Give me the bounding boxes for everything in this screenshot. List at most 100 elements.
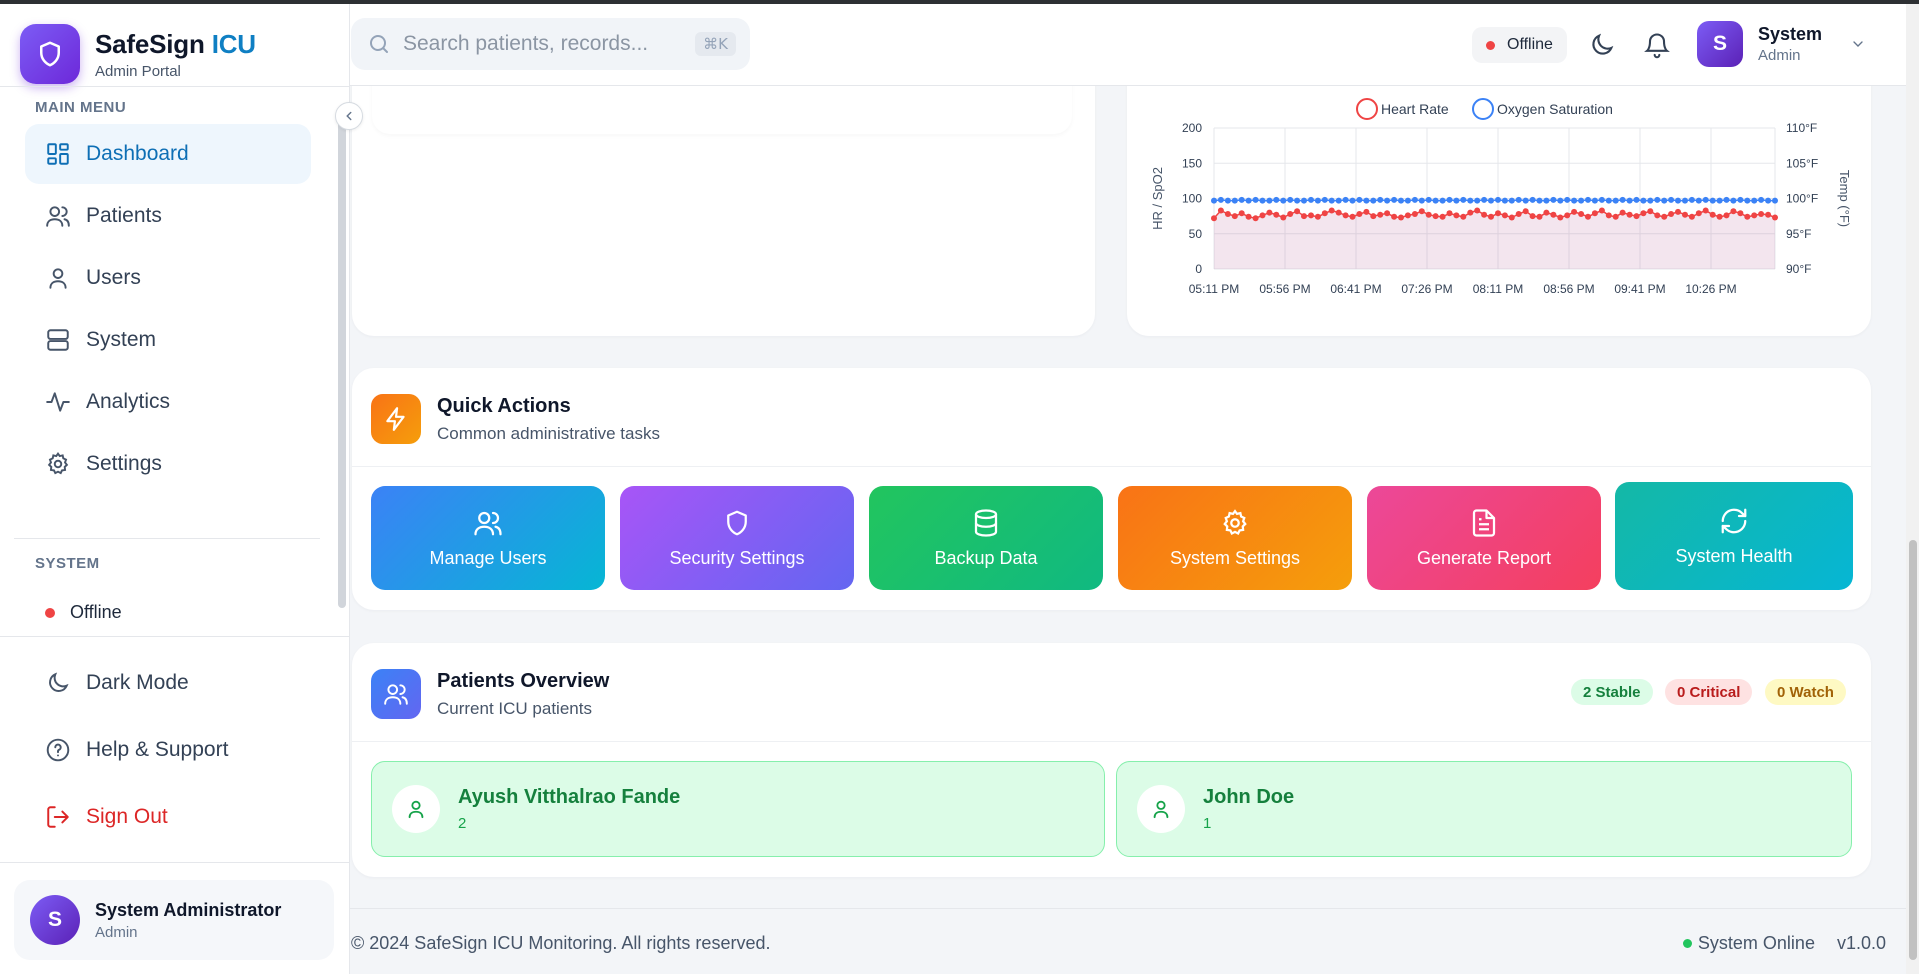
- data-point: [1467, 209, 1474, 216]
- sidebar-item-patients[interactable]: Patients: [25, 186, 311, 246]
- patient-card[interactable]: Ayush Vitthalrao Fande 2: [371, 761, 1105, 857]
- security-settings-button[interactable]: Security Settings: [620, 486, 854, 590]
- data-point: [1612, 213, 1619, 220]
- backup-data-button[interactable]: Backup Data: [869, 486, 1103, 590]
- data-point: [1398, 214, 1404, 221]
- bell-icon[interactable]: [1643, 31, 1671, 59]
- data-point: [1695, 197, 1702, 204]
- y2-tick-label: 95°F: [1786, 227, 1811, 241]
- data-point: [1384, 197, 1391, 204]
- page-scrollbar[interactable]: [1906, 4, 1919, 974]
- data-point: [1280, 214, 1287, 221]
- data-point: [1515, 211, 1522, 217]
- window-top-border: [0, 0, 1919, 4]
- gear-icon: [47, 452, 69, 475]
- panel-divider: [352, 741, 1871, 742]
- y-axis-title: HR / SpO2: [1150, 167, 1165, 230]
- data-point: [1224, 197, 1231, 204]
- data-point: [1765, 197, 1772, 204]
- data-point: [1474, 197, 1481, 204]
- y2-tick-label: 105°F: [1786, 156, 1818, 170]
- sidebar-item-analytics[interactable]: Analytics: [25, 372, 311, 432]
- sidebar-user-card[interactable]: S System Administrator Admin: [14, 880, 334, 960]
- data-point: [1328, 207, 1335, 214]
- data-point: [1231, 197, 1238, 204]
- avatar: S: [1697, 21, 1743, 67]
- data-point: [1370, 197, 1377, 204]
- sidebar: SafeSign ICU Admin Portal MAIN MENU Dash…: [0, 4, 350, 974]
- heart-rate-area: [1214, 210, 1775, 269]
- users-icon: [46, 206, 70, 227]
- search-bar[interactable]: ⌘K: [351, 18, 750, 70]
- data-point: [1508, 214, 1515, 221]
- data-point: [1411, 196, 1418, 203]
- moon-icon[interactable]: [1588, 31, 1616, 59]
- help-support-link[interactable]: Help & Support: [25, 720, 315, 780]
- data-point: [1314, 197, 1321, 204]
- data-point: [1709, 197, 1716, 204]
- offline-dot-icon: [1486, 40, 1495, 50]
- data-point: [1301, 197, 1307, 204]
- data-point: [1675, 197, 1681, 204]
- sidebar-item-settings[interactable]: Settings: [25, 434, 311, 494]
- sidebar-item-label: Analytics: [86, 390, 171, 413]
- sign-out-button[interactable]: Sign Out: [25, 787, 315, 847]
- patient-card[interactable]: John Doe 1: [1116, 761, 1852, 857]
- quick-actions-panel: Quick Actions Common administrative task…: [352, 368, 1871, 610]
- page-scrollbar-thumb[interactable]: [1909, 540, 1917, 960]
- data-point: [1688, 196, 1695, 203]
- brand-name: SafeSign ICU: [95, 28, 256, 59]
- legend-label: Oxygen Saturation: [1497, 101, 1613, 117]
- y-tick-label: 0: [1195, 262, 1202, 276]
- data-point: [1550, 196, 1557, 203]
- search-input[interactable]: [403, 32, 693, 56]
- data-point: [1737, 196, 1744, 203]
- lightning-icon: [371, 394, 421, 444]
- system-health-button[interactable]: System Health: [1615, 482, 1853, 590]
- data-point: [1591, 197, 1598, 204]
- data-point: [1418, 197, 1425, 204]
- user-menu[interactable]: S System Admin: [1697, 21, 1866, 67]
- data-point: [1245, 197, 1252, 204]
- y2-axis-title: Temp (°F): [1837, 170, 1852, 227]
- sidebar-item-system[interactable]: System: [25, 310, 311, 370]
- users-icon: [371, 669, 421, 719]
- y-tick-label: 100: [1182, 192, 1202, 206]
- sidebar-scrollbar[interactable]: [338, 108, 346, 608]
- sidebar-item-users[interactable]: Users: [25, 248, 311, 308]
- collapse-sidebar-button[interactable]: [335, 102, 363, 130]
- data-point: [1633, 196, 1640, 203]
- data-point: [1522, 208, 1529, 215]
- vitals-chart-card: Heart Rate Oxygen Saturation 200 150 100 50 0 1…: [1127, 40, 1871, 336]
- data-point: [1474, 207, 1481, 214]
- x-tick-label: 09:41 PM: [1614, 282, 1665, 296]
- sidebar-item-dashboard[interactable]: Dashboard: [25, 124, 311, 184]
- patient-name: John Doe: [1203, 786, 1295, 808]
- data-point: [1335, 197, 1342, 204]
- data-point: [1356, 196, 1363, 203]
- data-point: [1578, 197, 1585, 204]
- data-point: [1682, 197, 1688, 204]
- data-point: [1550, 211, 1557, 218]
- generate-report-button[interactable]: Generate Report: [1367, 486, 1601, 590]
- manage-users-button[interactable]: Manage Users: [371, 486, 605, 590]
- chevron-down-icon: [1853, 41, 1863, 47]
- brand[interactable]: SafeSign ICU Admin Portal: [20, 24, 256, 84]
- data-point: [1460, 213, 1467, 220]
- y2-tick-label: 110°F: [1786, 121, 1817, 135]
- system-online-status: System Online: [1697, 933, 1815, 953]
- system-settings-button[interactable]: System Settings: [1118, 486, 1352, 590]
- data-point: [1439, 197, 1446, 204]
- data-point: [1294, 208, 1301, 215]
- data-point: [1716, 197, 1723, 204]
- series-line: [1213, 199, 1775, 202]
- button-label: Manage Users: [429, 547, 547, 568]
- dark-mode-toggle[interactable]: Dark Mode: [25, 653, 315, 713]
- data-point: [1384, 210, 1391, 217]
- sidebar-divider: [0, 862, 349, 863]
- data-point: [1238, 196, 1245, 203]
- data-point: [1626, 211, 1633, 218]
- data-point: [1398, 197, 1404, 204]
- data-point: [1342, 212, 1349, 219]
- data-point: [1432, 213, 1439, 220]
